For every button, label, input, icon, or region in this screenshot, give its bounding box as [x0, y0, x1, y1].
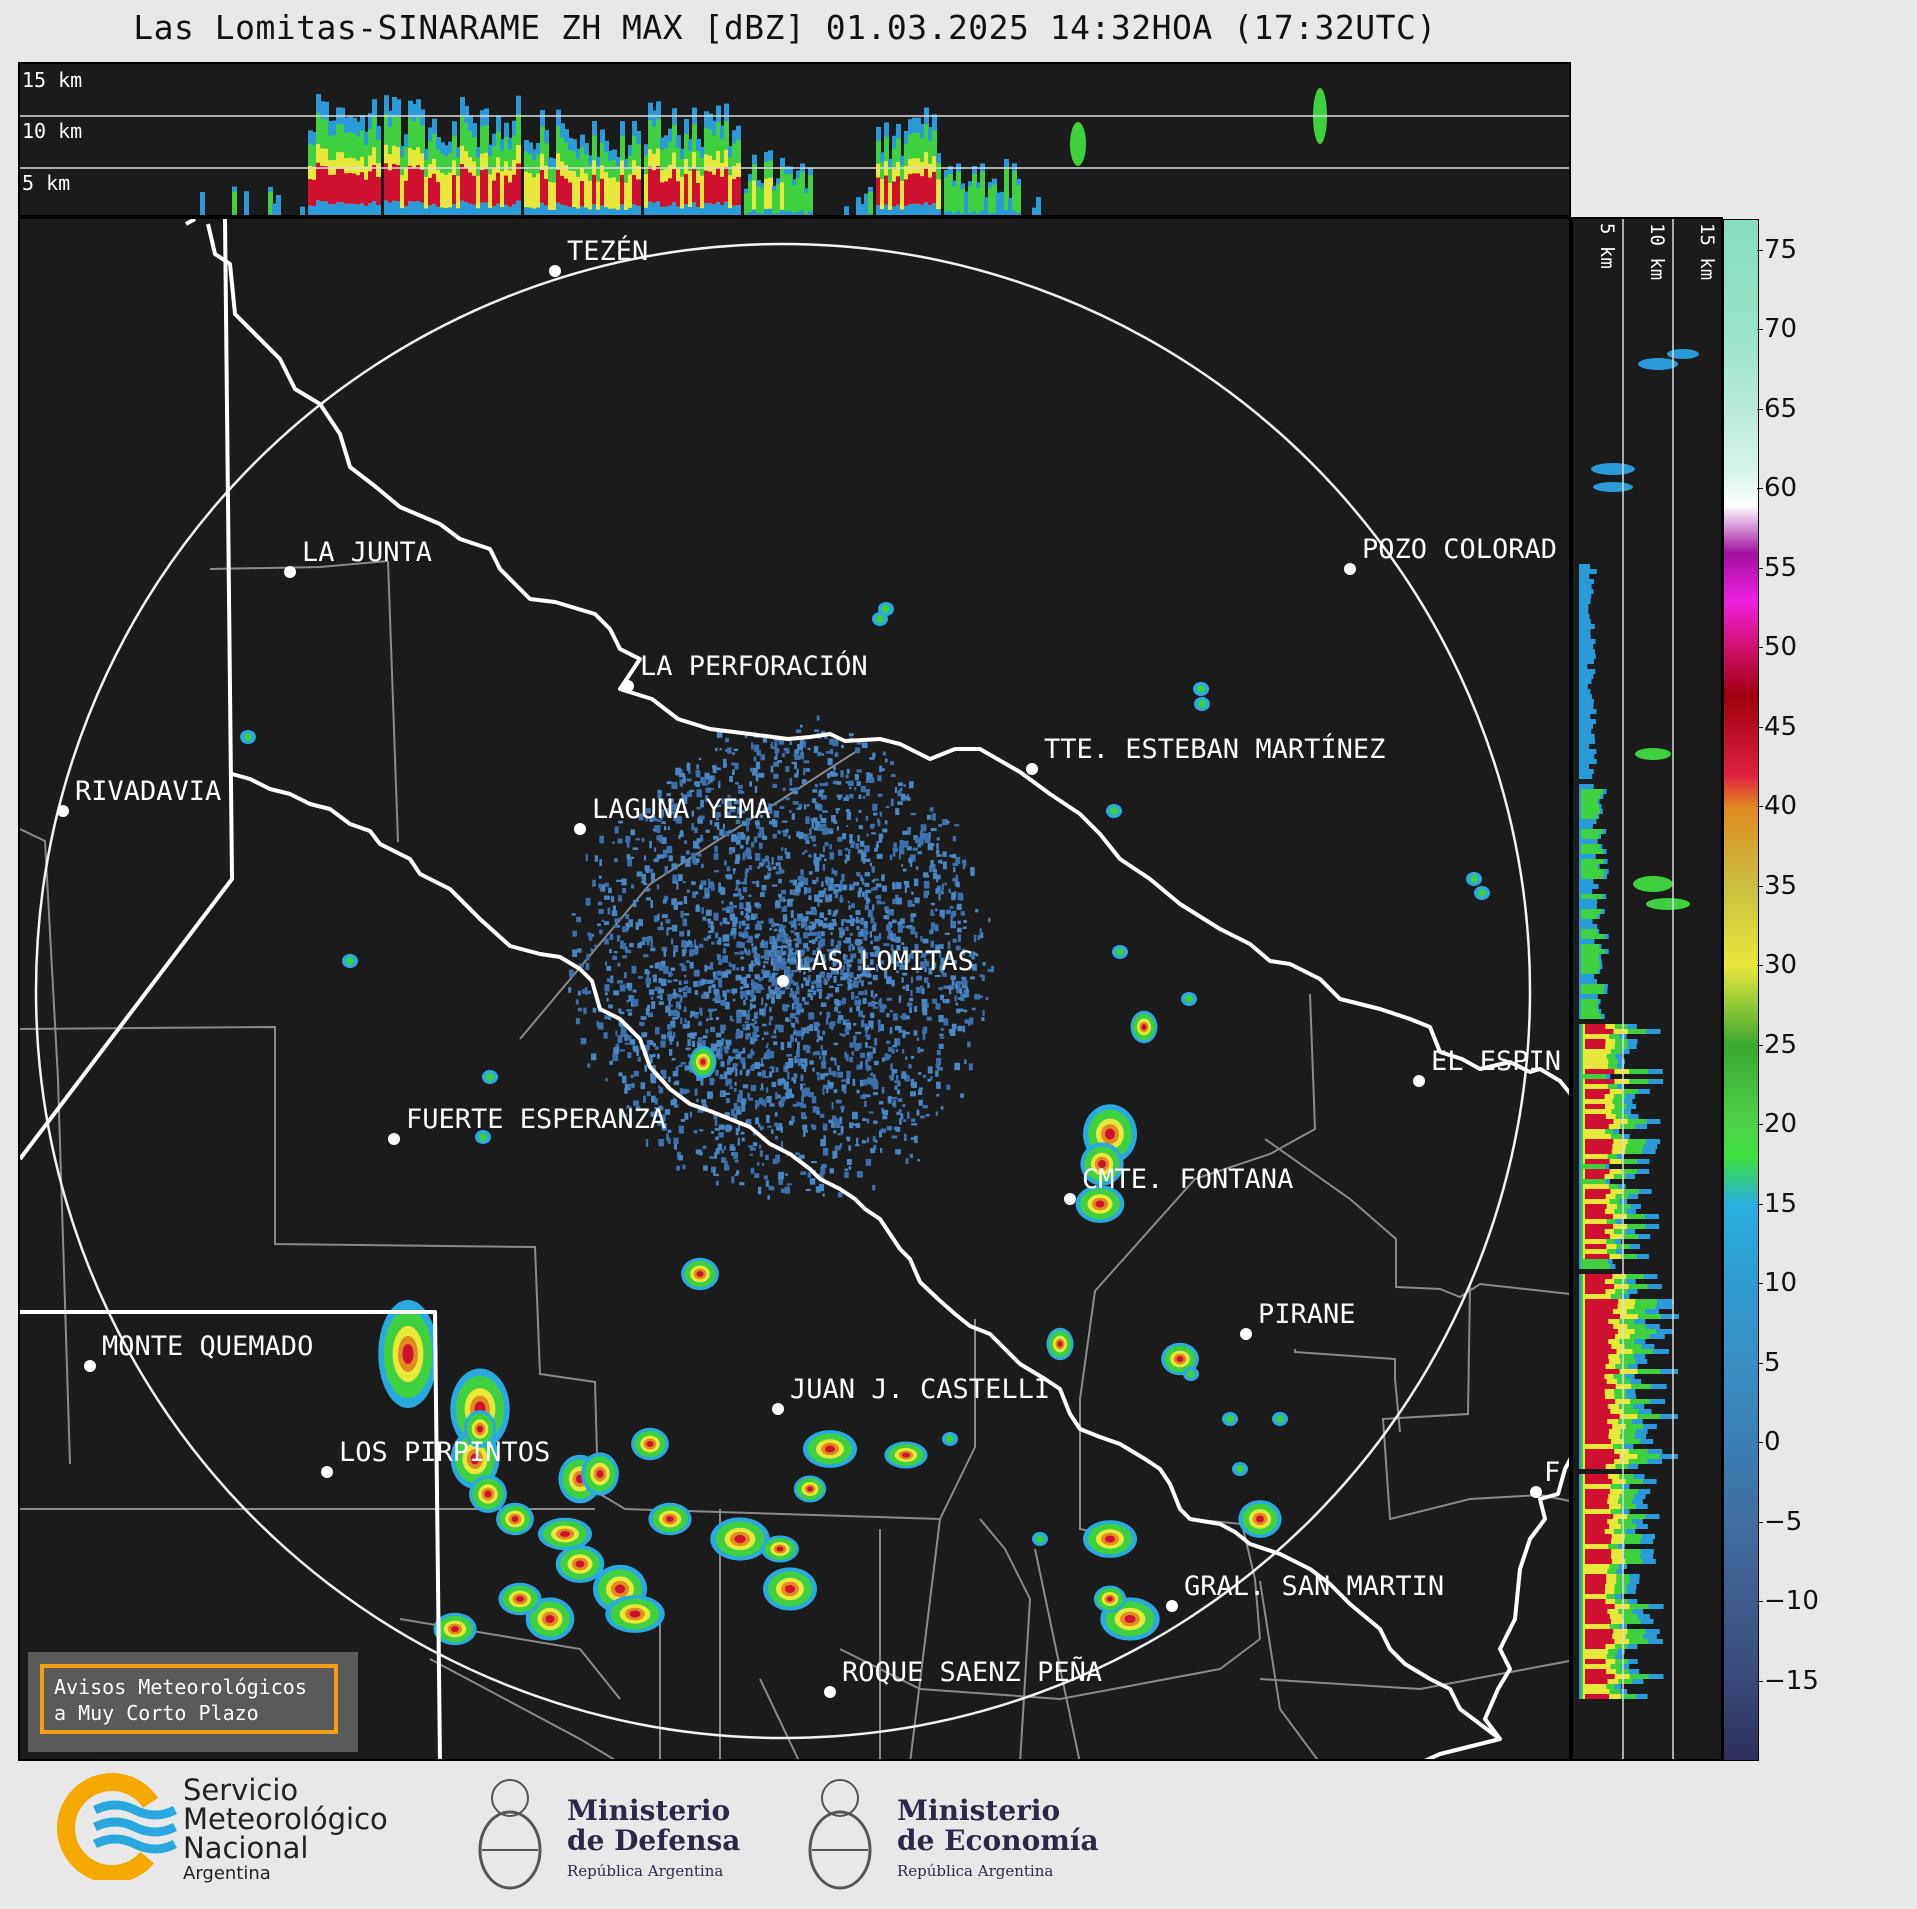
top-height-label-15: 15 km	[22, 68, 82, 92]
svg-text:LA PERFORACIÓN: LA PERFORACIÓN	[640, 650, 868, 682]
colorbar-tick: 10	[1756, 1268, 1798, 1299]
colorbar-tick: 20	[1756, 1109, 1798, 1140]
svg-text:EL ESPIN: EL ESPIN	[1431, 1046, 1561, 1077]
svg-text:LA JUNTA: LA JUNTA	[302, 537, 432, 568]
colorbar-tick: 30	[1756, 950, 1798, 981]
city-laguna-yema: LAGUNA YEMA	[574, 794, 771, 835]
colorbar-tick: 70	[1756, 314, 1798, 345]
city-tezen: TEZÉN	[549, 235, 648, 277]
city-cmte-fontana: CMTE. FONTANA	[1064, 1164, 1293, 1205]
colorbar-tick: 45	[1756, 711, 1798, 742]
short-term-warnings-box: Avisos Meteorológicos a Muy Corto Plazo	[40, 1664, 338, 1734]
top-height-profile: 15 km 10 km 5 km	[18, 62, 1571, 217]
city-gral-san-martin: GRAL. SAN MARTIN	[1166, 1571, 1444, 1612]
top-height-label-10: 10 km	[22, 119, 82, 143]
city-formosa-partial: F	[1530, 1457, 1560, 1498]
colorbar-tick: −10	[1757, 1586, 1819, 1617]
dbz-colorbar	[1723, 219, 1759, 1761]
colorbar-tick: 50	[1756, 632, 1798, 663]
city-el-espinillo: EL ESPIN	[1413, 1046, 1561, 1087]
colorbar-tick: −5	[1756, 1506, 1803, 1537]
city-rivadavia: RIVADAVIA	[57, 776, 221, 817]
svg-text:RIVADAVIA: RIVADAVIA	[75, 776, 221, 807]
colorbar-tick: 0	[1757, 1427, 1781, 1458]
svg-text:LAS LOMITAS: LAS LOMITAS	[795, 946, 974, 977]
ministerio-economia: Ministerio de Economía República Argenti…	[897, 1794, 1099, 1881]
side-height-label-5: 5 km	[1596, 223, 1618, 269]
radar-echoes	[240, 602, 1490, 1646]
svg-text:JUAN J. CASTELLI: JUAN J. CASTELLI	[790, 1374, 1050, 1405]
range-ring	[34, 242, 1532, 1740]
top-profile-echoes	[200, 88, 1327, 215]
svg-text:CMTE. FONTANA: CMTE. FONTANA	[1082, 1164, 1293, 1195]
radar-map[interactable]: TEZÉN LA JUNTA POZO COLORAD LA PERFORACI…	[18, 217, 1571, 1761]
svg-text:MONTE QUEMADO: MONTE QUEMADO	[102, 1331, 313, 1362]
city-las-lomitas: LAS LOMITAS	[777, 946, 974, 987]
svg-text:TEZÉN: TEZÉN	[567, 235, 648, 267]
side-profile-svg: 5 km 10 km 15 km	[1579, 219, 1718, 1759]
side-height-label-10: 10 km	[1646, 223, 1668, 280]
side-height-label-15: 15 km	[1696, 223, 1718, 280]
notice-line-1: Avisos Meteorológicos	[54, 1675, 307, 1699]
svg-text:PIRANE: PIRANE	[1258, 1299, 1356, 1330]
top-profile-svg: 15 km 10 km 5 km	[20, 68, 1569, 215]
side-height-profile: 5 km 10 km 15 km	[1571, 217, 1723, 1761]
colorbar-tick: −15	[1757, 1665, 1819, 1696]
svg-text:LOS PIRPINTOS: LOS PIRPINTOS	[339, 1437, 550, 1468]
colorbar-tick: 25	[1756, 1029, 1798, 1060]
colorbar-tick: 65	[1756, 393, 1798, 424]
city-la-junta: LA JUNTA	[284, 537, 432, 578]
colorbar-tick: 60	[1756, 473, 1798, 504]
city-labels: TEZÉN LA JUNTA POZO COLORAD LA PERFORACI…	[57, 235, 1561, 1698]
colorbar-tick: 5	[1757, 1347, 1781, 1378]
colorbar-tick: 40	[1756, 791, 1798, 822]
city-fuerte-esperanza: FUERTE ESPERANZA	[388, 1104, 666, 1145]
svg-text:TTE. ESTEBAN MARTÍNEZ: TTE. ESTEBAN MARTÍNEZ	[1044, 733, 1385, 765]
svg-text:LAGUNA YEMA: LAGUNA YEMA	[592, 794, 771, 825]
map-svg: TEZÉN LA JUNTA POZO COLORAD LA PERFORACI…	[20, 219, 1569, 1759]
side-profile-echoes	[1579, 349, 1699, 1699]
top-height-label-5: 5 km	[22, 171, 70, 195]
smn-name: Servicio Meteorológico Nacional Argentin…	[183, 1773, 388, 1885]
chart-title: Las Lomitas-SINARAME ZH MAX [dBZ] 01.03.…	[133, 8, 1437, 47]
svg-text:ROQUE SAENZ PEÑA: ROQUE SAENZ PEÑA	[842, 1656, 1102, 1688]
province-boundaries	[20, 219, 1569, 1759]
city-los-pirpintos: LOS PIRPINTOS	[321, 1437, 550, 1478]
colorbar-tick: 75	[1756, 234, 1798, 265]
city-la-perforacion: LA PERFORACIÓN	[622, 650, 868, 692]
colorbar-tick: 15	[1756, 1188, 1798, 1219]
svg-text:GRAL. SAN MARTIN: GRAL. SAN MARTIN	[1184, 1571, 1444, 1602]
city-roque-saenz-pena: ROQUE SAENZ PEÑA	[824, 1656, 1102, 1698]
colorbar-tick: 35	[1756, 870, 1798, 901]
city-tte-esteban-martinez: TTE. ESTEBAN MARTÍNEZ	[1026, 733, 1385, 775]
svg-text:POZO COLORAD: POZO COLORAD	[1362, 534, 1557, 565]
colorbar-tick: 55	[1756, 552, 1798, 583]
city-pozo-colorado: POZO COLORAD	[1344, 534, 1557, 575]
notice-line-2: a Muy Corto Plazo	[54, 1701, 259, 1725]
ministerio-defensa: Ministerio de Defensa República Argentin…	[567, 1794, 741, 1881]
svg-text:FUERTE ESPERANZA: FUERTE ESPERANZA	[406, 1104, 666, 1135]
short-term-warnings-badge[interactable]: Avisos Meteorológicos a Muy Corto Plazo	[28, 1652, 358, 1752]
svg-text:F: F	[1544, 1457, 1560, 1488]
city-juan-j-castelli: JUAN J. CASTELLI	[772, 1374, 1050, 1415]
city-pirane: PIRANE	[1240, 1299, 1356, 1340]
city-monte-quemado: MONTE QUEMADO	[84, 1331, 313, 1372]
